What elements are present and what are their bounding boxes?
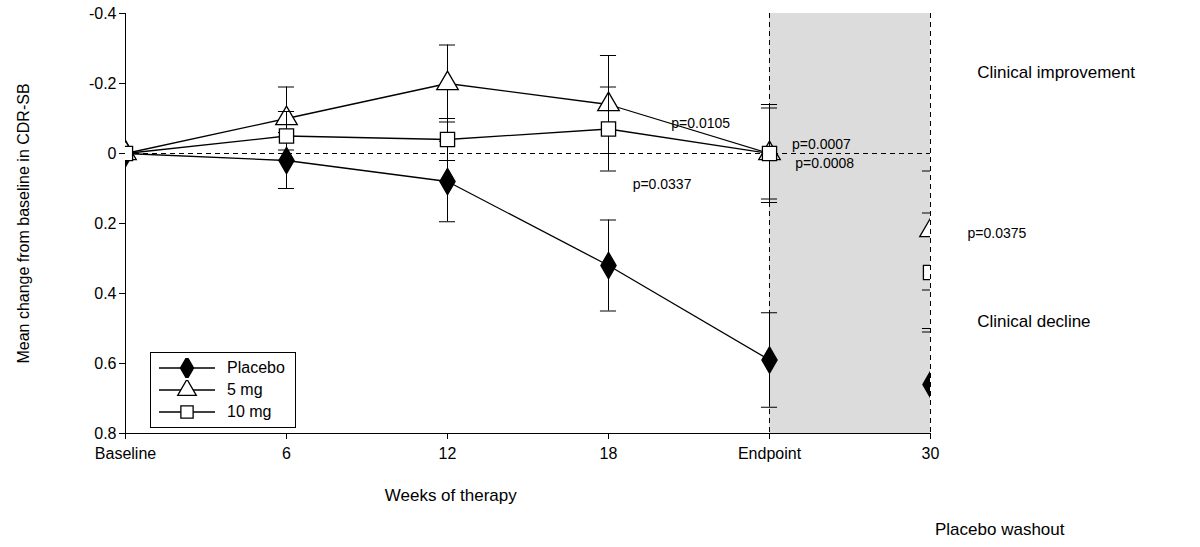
svg-text:Mean change from baseline in C: Mean change from baseline in CDR-SB: [15, 83, 32, 363]
svg-text:p=0.0375: p=0.0375: [968, 225, 1027, 241]
svg-text:Weeks of therapy: Weeks of therapy: [385, 486, 517, 505]
svg-text:0.8: 0.8: [94, 425, 116, 442]
svg-text:0.2: 0.2: [94, 215, 116, 232]
svg-text:p=0.0008: p=0.0008: [795, 155, 854, 171]
svg-text:Endpoint: Endpoint: [738, 445, 802, 462]
svg-text:p=0.0105: p=0.0105: [671, 115, 730, 131]
html-text:10 mg: 10 mg: [227, 403, 272, 420]
svg-text:Placebo washout: Placebo washout: [935, 520, 1065, 539]
svg-text:0.6: 0.6: [94, 355, 116, 372]
svg-text:0: 0: [108, 145, 117, 162]
svg-text:30: 30: [922, 445, 940, 462]
html-text:5 mg: 5 mg: [227, 381, 263, 398]
svg-text:Clinical decline: Clinical decline: [977, 312, 1090, 331]
svg-text:Clinical improvement: Clinical improvement: [977, 63, 1135, 82]
svg-text:12: 12: [439, 445, 457, 462]
svg-text:Baseline: Baseline: [95, 445, 156, 462]
html-text:Placebo: Placebo: [227, 359, 285, 376]
svg-text:-0.4: -0.4: [89, 5, 117, 22]
svg-text:18: 18: [600, 445, 618, 462]
svg-text:6: 6: [282, 445, 291, 462]
svg-text:p=0.0007: p=0.0007: [792, 136, 851, 152]
svg-text:-0.2: -0.2: [89, 75, 117, 92]
svg-text:0.4: 0.4: [94, 285, 116, 302]
svg-text:p=0.0337: p=0.0337: [633, 176, 692, 192]
